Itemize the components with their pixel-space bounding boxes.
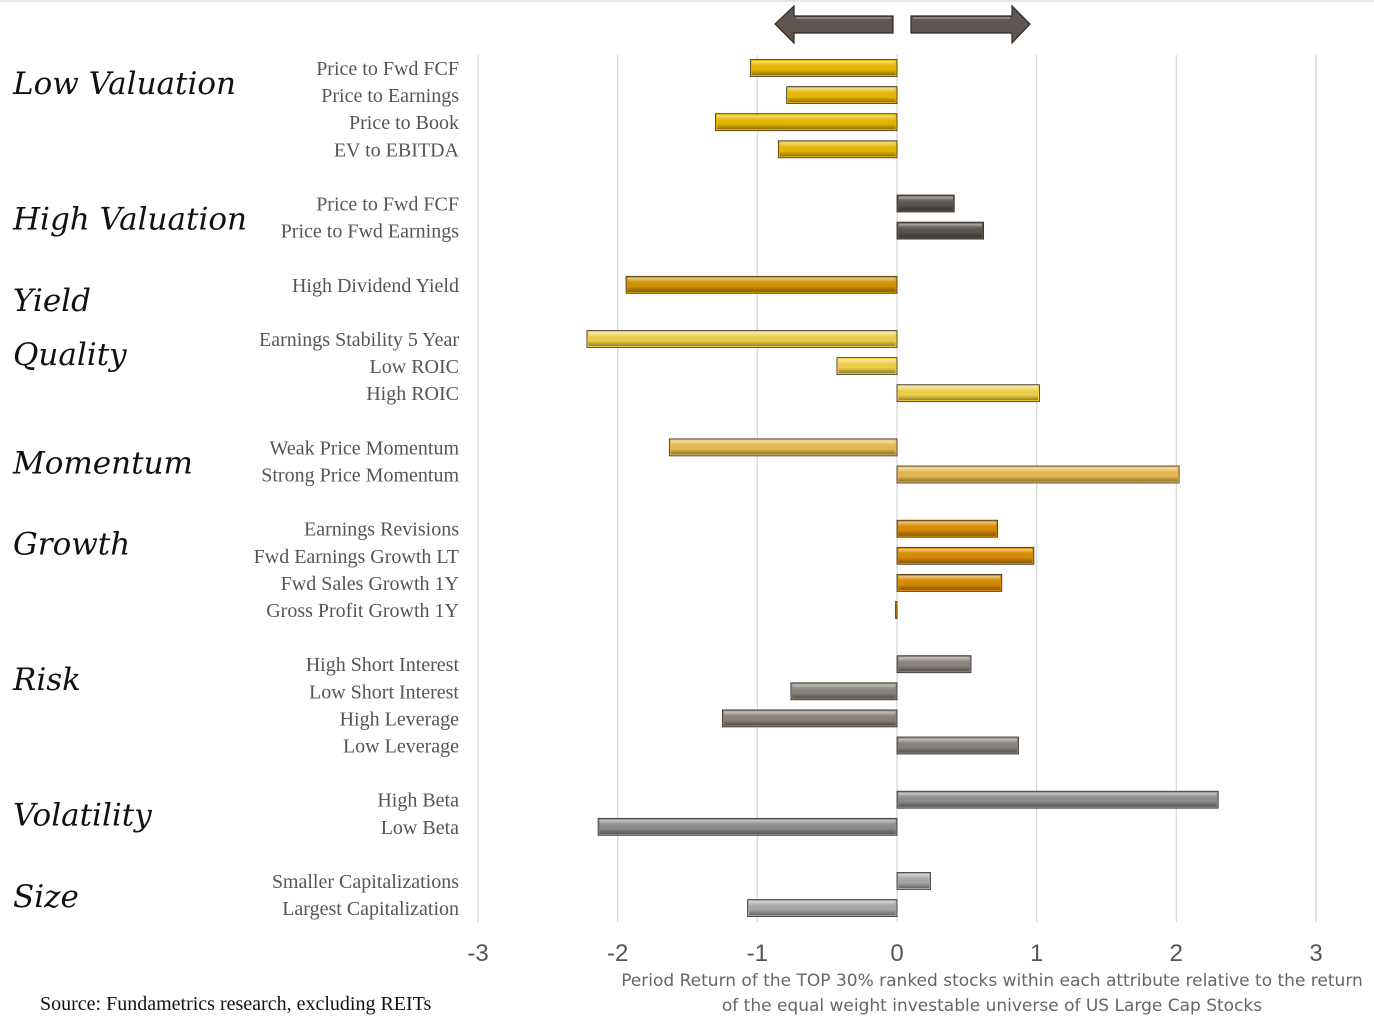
left-arrow (774, 4, 894, 45)
bar-bevel (588, 332, 896, 346)
x-tick-label: 3 (1309, 940, 1322, 967)
bar-bevel (898, 223, 983, 238)
bar-bevel (898, 738, 1018, 753)
category-label: Low Beta (381, 817, 459, 839)
category-label: Price to Earnings (321, 85, 459, 107)
bar (895, 601, 898, 619)
x-tick-label: -1 (747, 940, 768, 967)
category-label: Low Leverage (343, 736, 459, 758)
bar-bevel (788, 88, 896, 103)
category-label: High ROIC (366, 383, 459, 405)
category-labels: Price to Fwd FCF Price to Earnings Price t… (254, 58, 460, 920)
bar-bevel (898, 467, 1178, 482)
group-labels: Low Valuation High Valuation Yield Quality M… (12, 66, 247, 915)
group-label: Quality (13, 337, 127, 373)
category-label: Earnings Revisions (304, 519, 459, 541)
group-label: Volatility (13, 798, 152, 834)
bar-bevel (898, 196, 953, 211)
x-axis-caption-line-2: of the equal weight investable universe … (722, 996, 1262, 1016)
category-label: Price to Fwd FCF (316, 58, 459, 80)
x-tick-label: -3 (467, 940, 488, 967)
bar-bevel (898, 874, 930, 888)
x-tick-label: 0 (890, 940, 903, 967)
category-label: Smaller Capitalizations (272, 871, 459, 893)
direction-arrows (774, 4, 1031, 45)
category-label: Largest Capitalization (282, 898, 459, 920)
category-label: Fwd Earnings Growth LT (254, 546, 459, 568)
group-label: Risk (12, 662, 81, 698)
x-tick-label: -2 (607, 940, 628, 967)
category-label: High Short Interest (306, 654, 460, 676)
group-label: Size (13, 879, 79, 915)
bar-bevel (751, 61, 896, 75)
category-label: High Leverage (340, 708, 460, 730)
bar-bevel (898, 792, 1217, 807)
category-label: Low Short Interest (309, 681, 459, 703)
group-label: Low Valuation (12, 66, 236, 102)
bar-bevel (898, 548, 1033, 563)
category-label: High Dividend Yield (292, 275, 459, 297)
group-label: Growth (13, 527, 130, 563)
bar-bevel (838, 359, 896, 374)
group-label: High Valuation (12, 202, 247, 238)
group-label: Momentum (12, 445, 193, 481)
category-label: High Beta (377, 790, 459, 812)
x-axis-caption-line-1: Period Return of the TOP 30% ranked stoc… (621, 971, 1363, 991)
bar-bevel (792, 684, 896, 699)
bar-bevel (599, 819, 896, 834)
category-label: Price to Book (349, 112, 459, 134)
group-label: Yield (13, 283, 91, 319)
bar-bevel (716, 115, 896, 130)
bar-bevel (898, 575, 1001, 590)
bar-bevel (723, 711, 896, 726)
bar-bevel (897, 603, 898, 617)
category-label: EV to EBITDA (334, 139, 460, 161)
bar-bevel (627, 277, 896, 292)
category-label: Earnings Stability 5 Year (259, 329, 459, 351)
bar-bevel (898, 657, 970, 672)
category-label: Fwd Sales Growth 1Y (281, 573, 459, 595)
bar-bevel (779, 142, 896, 157)
category-label: Low ROIC (370, 356, 459, 378)
x-tick-label: 2 (1170, 940, 1183, 967)
bars (586, 59, 1219, 917)
category-label: Strong Price Momentum (261, 465, 459, 487)
category-label: Weak Price Momentum (270, 437, 460, 459)
source-note: Source: Fundametrics research, excluding… (40, 993, 431, 1015)
bar-bevel (670, 440, 896, 455)
bar-bevel (898, 521, 997, 536)
category-label: Price to Fwd Earnings (281, 221, 460, 243)
right-arrow (910, 4, 1031, 45)
x-tick-label: 1 (1030, 940, 1043, 967)
bar-bevel (898, 386, 1038, 401)
x-axis-ticks: -3 -2 -1 0 1 2 3 (467, 940, 1322, 967)
bar-bevel (749, 901, 896, 916)
category-label: Price to Fwd FCF (316, 194, 459, 216)
category-label: Gross Profit Growth 1Y (266, 600, 459, 622)
